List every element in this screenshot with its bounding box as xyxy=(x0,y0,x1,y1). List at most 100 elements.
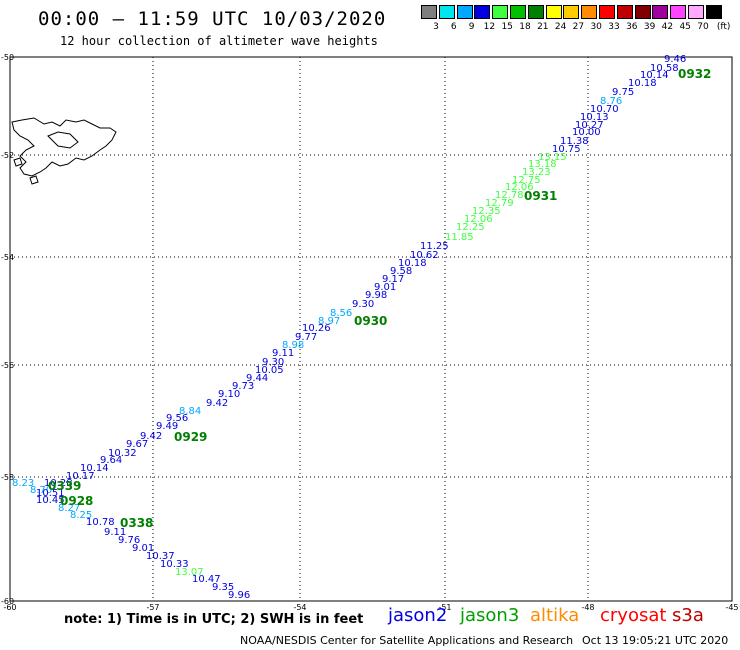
wave-height-label: 13.23 xyxy=(522,167,551,178)
legend-swatch xyxy=(599,5,615,19)
wave-height-label: 12.79 xyxy=(485,198,514,209)
wave-height-label: 8.27 xyxy=(58,503,80,514)
wave-height-label: 12.35 xyxy=(472,206,501,217)
legend-label: 6 xyxy=(450,22,457,32)
wave-height-label: 10.47 xyxy=(192,574,221,585)
wave-height-label: 12.75 xyxy=(512,175,541,186)
wave-height-label: 8.70 xyxy=(30,485,52,496)
wave-height-label: 10.32 xyxy=(108,448,137,459)
wave-height-label: 9.98 xyxy=(365,290,387,301)
legend-label: 27 xyxy=(572,22,585,32)
wave-height-label: 12.78 xyxy=(495,190,524,201)
wave-height-label: 9.67 xyxy=(126,439,148,450)
wave-height-label: 9.42 xyxy=(140,431,162,442)
wave-height-label: 9.01 xyxy=(132,543,154,554)
pass-time-label: 0339 xyxy=(48,479,81,493)
wave-height-label: 8.84 xyxy=(179,406,201,417)
legend-swatch xyxy=(456,5,473,19)
axis-labels: -60 -57 -54 -51 -48 -45 -50 -52 -54 -56 -58 -60 xyxy=(1,53,739,612)
legend-swatch xyxy=(616,5,633,19)
wave-height-label: 10.28 xyxy=(44,478,73,489)
wave-height-label: 10.62 xyxy=(410,250,439,261)
satellite-jason2: jason2 xyxy=(388,605,448,626)
page-title: 00:00 – 11:59 UTC 10/03/2020 xyxy=(38,8,387,30)
wave-height-label: 10.78 xyxy=(86,517,115,528)
wave-height-label: 12.06 xyxy=(464,214,493,225)
lon-tick-label: -48 xyxy=(581,603,594,612)
wave-height-label: 11.25 xyxy=(420,241,449,252)
wave-height-label: 9.30 xyxy=(352,299,374,310)
wave-height-label: 9.49 xyxy=(156,421,178,432)
lat-tick-label: -54 xyxy=(1,253,14,262)
legend-label: 18 xyxy=(519,22,531,32)
footer-note: note: 1) Time is in UTC; 2) SWH is in fe… xyxy=(64,612,364,627)
lon-tick-label: -54 xyxy=(293,603,306,612)
legend-unit: (ft) xyxy=(716,22,731,32)
wave-height-label: 13.15 xyxy=(538,152,567,163)
wave-height-label: 9.64 xyxy=(100,455,122,466)
wave-height-label: 10.33 xyxy=(160,559,189,570)
wave-height-label: 10.58 xyxy=(650,63,679,74)
wave-height-label: 9.30 xyxy=(262,357,284,368)
legend-swatch xyxy=(421,5,437,19)
pass-time-label: 0930 xyxy=(354,314,387,328)
legend-label: 15 xyxy=(501,22,513,32)
satellite-jason3: jason3 xyxy=(460,605,520,626)
legend-label: 3 xyxy=(433,22,439,32)
wave-height-label: 8.97 xyxy=(318,316,340,327)
wave-height-label: 8.98 xyxy=(282,340,304,351)
wave-height-label: 12.25 xyxy=(456,222,485,233)
map-frame xyxy=(9,56,733,602)
wave-height-label: 8.23 xyxy=(12,478,34,489)
wave-height-label: 13.18 xyxy=(528,159,557,170)
wave-height-label: 9.58 xyxy=(390,266,412,277)
wave-height-label: 9.75 xyxy=(612,87,634,98)
lon-tick-label: -51 xyxy=(438,603,451,612)
satellite-altika: altika xyxy=(530,605,580,626)
lat-tick-label: -50 xyxy=(1,53,14,62)
satellite-s3a: s3a xyxy=(672,605,704,626)
legend-label: 70 xyxy=(697,22,709,32)
graticule xyxy=(10,57,732,601)
wave-height-label: 9.96 xyxy=(228,590,250,601)
wave-height-label: 9.10 xyxy=(218,389,240,400)
legend-swatch xyxy=(492,5,509,19)
island-main xyxy=(11,117,117,177)
wave-height-label: 8.25 xyxy=(70,510,92,521)
wave-height-label: 9.56 xyxy=(166,413,188,424)
wave-height-label: 9.44 xyxy=(246,373,268,384)
track-labels: 9.4610.5810.1410.189.758.7610.7010.1310.… xyxy=(12,54,711,601)
legend-label: 12 xyxy=(483,22,496,32)
pass-time-label: 0928 xyxy=(60,494,93,508)
legend-label: 33 xyxy=(608,22,620,32)
legend-label: 9 xyxy=(468,22,475,32)
island-outline xyxy=(11,117,117,185)
legend-swatch xyxy=(688,5,704,19)
lon-tick-label: -60 xyxy=(3,603,16,612)
wave-height-label: 10.17 xyxy=(66,471,95,482)
wave-height-label: 9.73 xyxy=(232,381,254,392)
lat-tick-label: -56 xyxy=(1,361,14,370)
legend-swatch xyxy=(438,5,455,19)
legend-swatch xyxy=(670,5,687,19)
footer-credit: NOAA/NESDIS Center for Satellite Applica… xyxy=(240,634,574,647)
legend-label: 24 xyxy=(554,22,567,32)
legend-swatch xyxy=(474,5,491,19)
wave-height-label: 9.77 xyxy=(295,332,317,343)
wave-height-label: 9.11 xyxy=(104,527,126,538)
legend-swatch xyxy=(510,5,526,19)
pass-time-label: 0931 xyxy=(524,189,557,203)
wave-height-label: 10.37 xyxy=(146,551,175,562)
lat-tick-label: -60 xyxy=(1,597,14,606)
wave-height-label: 10.05 xyxy=(255,365,284,376)
legend-swatch xyxy=(527,5,544,19)
wave-height-label: 9.46 xyxy=(664,54,686,65)
island-inlet xyxy=(47,131,79,149)
wave-height-label: 9.17 xyxy=(382,274,404,285)
legend-label: 39 xyxy=(643,22,656,32)
legend-swatch xyxy=(634,5,651,19)
color-legend-labels: 3 6 9 12 15 18 21 24 27 30 33 36 39 42 45 70 (ft) xyxy=(421,22,740,36)
wave-height-label: 10.13 xyxy=(580,112,609,123)
wave-height-label: 10.26 xyxy=(302,323,331,334)
wave-height-label: 10.51 xyxy=(36,488,65,499)
